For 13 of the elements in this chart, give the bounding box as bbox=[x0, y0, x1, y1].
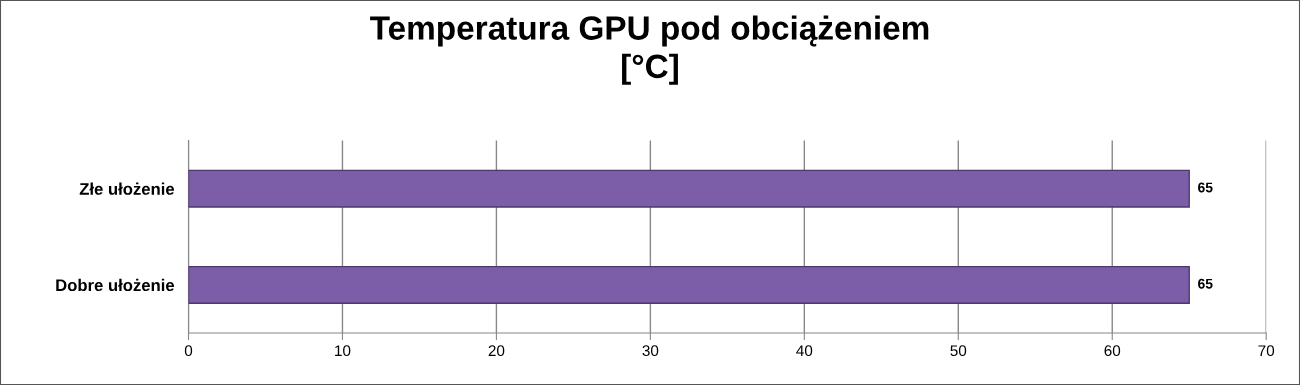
x-tick-label: 60 bbox=[1104, 345, 1121, 357]
x-tick-label: 10 bbox=[335, 345, 351, 357]
x-tick-label: 40 bbox=[796, 345, 813, 357]
x-tick-label: 20 bbox=[488, 345, 505, 357]
y-tick-label: Złe ułożenie bbox=[79, 182, 175, 195]
y-tick-label: Dobre ułożenie bbox=[56, 278, 175, 292]
x-tick-label: 30 bbox=[642, 345, 659, 357]
x-tick-label: 70 bbox=[1258, 345, 1275, 357]
x-tick-label: 0 bbox=[184, 345, 193, 357]
data-label: 65 bbox=[1198, 182, 1213, 193]
x-tick-label: 50 bbox=[950, 345, 967, 357]
data-label: 65 bbox=[1198, 278, 1213, 289]
chart-title: Temperatura GPU pod obciążeniem [°C] bbox=[370, 15, 929, 85]
